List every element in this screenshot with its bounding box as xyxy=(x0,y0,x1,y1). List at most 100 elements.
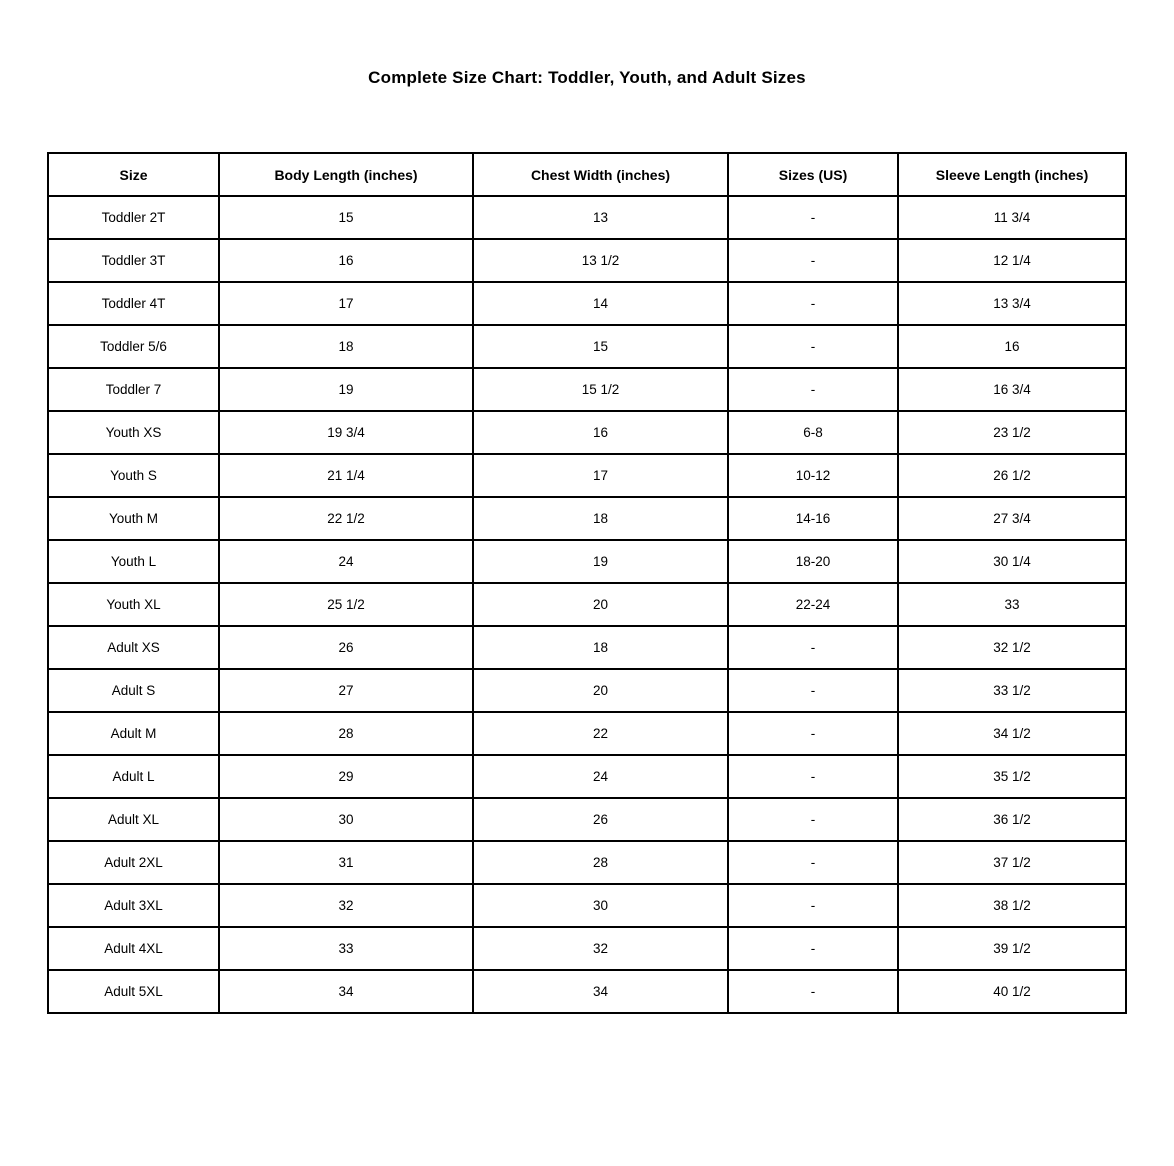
body-length-cell: 17 xyxy=(218,281,474,326)
chest-width-cell: 20 xyxy=(472,668,729,713)
sizes-us-cell: - xyxy=(727,367,899,412)
body-length-cell: 25 1/2 xyxy=(218,582,474,627)
sizes-us-cell: - xyxy=(727,711,899,756)
table-row: Youth L 24 19 18-20 30 1/4 xyxy=(47,539,1127,584)
size-cell: Adult 2XL xyxy=(47,840,220,885)
table-row: Youth XL 25 1/2 20 22-24 33 xyxy=(47,582,1127,627)
header-sleeve-length: Sleeve Length (inches) xyxy=(897,152,1127,197)
chest-width-cell: 22 xyxy=(472,711,729,756)
body-length-cell: 33 xyxy=(218,926,474,971)
sleeve-length-cell: 37 1/2 xyxy=(897,840,1127,885)
body-length-cell: 15 xyxy=(218,195,474,240)
table-row: Toddler 4T 17 14-13 3/4 xyxy=(47,281,1127,326)
chest-width-cell: 13 xyxy=(472,195,729,240)
body-length-cell: 28 xyxy=(218,711,474,756)
size-cell: Youth L xyxy=(47,539,220,584)
sleeve-length-cell: 23 1/2 xyxy=(897,410,1127,455)
table-row: Adult 2XL 31 28-37 1/2 xyxy=(47,840,1127,885)
body-length-cell: 19 3/4 xyxy=(218,410,474,455)
size-cell: Toddler 2T xyxy=(47,195,220,240)
sleeve-length-cell: 33 xyxy=(897,582,1127,627)
body-length-cell: 24 xyxy=(218,539,474,584)
chest-width-cell: 16 xyxy=(472,410,729,455)
sizes-us-cell: - xyxy=(727,625,899,670)
header-row: Size Body Length (inches) Chest Width (i… xyxy=(47,152,1127,197)
size-cell: Toddler 3T xyxy=(47,238,220,283)
chest-width-cell: 20 xyxy=(472,582,729,627)
size-cell: Adult 4XL xyxy=(47,926,220,971)
size-cell: Toddler 5/6 xyxy=(47,324,220,369)
sleeve-length-cell: 16 3/4 xyxy=(897,367,1127,412)
sleeve-length-cell: 38 1/2 xyxy=(897,883,1127,928)
header-sizes-us: Sizes (US) xyxy=(727,152,899,197)
chest-width-cell: 34 xyxy=(472,969,729,1014)
body-length-cell: 18 xyxy=(218,324,474,369)
page-title: Complete Size Chart: Toddler, Youth, and… xyxy=(368,68,806,87)
size-cell: Youth S xyxy=(47,453,220,498)
sizes-us-cell: - xyxy=(727,238,899,283)
sleeve-length-cell: 36 1/2 xyxy=(897,797,1127,842)
sleeve-length-cell: 32 1/2 xyxy=(897,625,1127,670)
size-cell: Adult XS xyxy=(47,625,220,670)
table-row: Adult 3XL 32 30-38 1/2 xyxy=(47,883,1127,928)
size-cell: Adult 3XL xyxy=(47,883,220,928)
table-row: Adult L 29 24-35 1/2 xyxy=(47,754,1127,799)
chest-width-cell: 28 xyxy=(472,840,729,885)
sizes-us-cell: 14-16 xyxy=(727,496,899,541)
table-row: Toddler 3T 16 13 1/2-12 1/4 xyxy=(47,238,1127,283)
sleeve-length-cell: 13 3/4 xyxy=(897,281,1127,326)
size-cell: Youth XS xyxy=(47,410,220,455)
chest-width-cell: 17 xyxy=(472,453,729,498)
sleeve-length-cell: 39 1/2 xyxy=(897,926,1127,971)
sizes-us-cell: - xyxy=(727,883,899,928)
chest-width-cell: 14 xyxy=(472,281,729,326)
sizes-us-cell: - xyxy=(727,195,899,240)
body-length-cell: 27 xyxy=(218,668,474,713)
chest-width-cell: 19 xyxy=(472,539,729,584)
sizes-us-cell: 10-12 xyxy=(727,453,899,498)
sizes-us-cell: 6-8 xyxy=(727,410,899,455)
chest-width-cell: 26 xyxy=(472,797,729,842)
table-row: Adult M 28 22-34 1/2 xyxy=(47,711,1127,756)
table-row: Toddler 7 19 15 1/2-16 3/4 xyxy=(47,367,1127,412)
sleeve-length-cell: 12 1/4 xyxy=(897,238,1127,283)
chest-width-cell: 24 xyxy=(472,754,729,799)
body-length-cell: 19 xyxy=(218,367,474,412)
sizes-us-cell: - xyxy=(727,754,899,799)
sleeve-length-cell: 30 1/4 xyxy=(897,539,1127,584)
sizes-us-cell: - xyxy=(727,324,899,369)
table-row: Youth XS 19 3/4 16 6-8 23 1/2 xyxy=(47,410,1127,455)
table-row: Adult S 27 20-33 1/2 xyxy=(47,668,1127,713)
chest-width-cell: 15 xyxy=(472,324,729,369)
size-cell: Adult 5XL xyxy=(47,969,220,1014)
sizes-us-cell: - xyxy=(727,926,899,971)
body-length-cell: 26 xyxy=(218,625,474,670)
sleeve-length-cell: 26 1/2 xyxy=(897,453,1127,498)
body-length-cell: 32 xyxy=(218,883,474,928)
table-row: Toddler 2T 15 13-11 3/4 xyxy=(47,195,1127,240)
body-length-cell: 22 1/2 xyxy=(218,496,474,541)
body-length-cell: 21 1/4 xyxy=(218,453,474,498)
chest-width-cell: 18 xyxy=(472,625,729,670)
body-length-cell: 16 xyxy=(218,238,474,283)
body-length-cell: 31 xyxy=(218,840,474,885)
sizes-us-cell: - xyxy=(727,668,899,713)
sleeve-length-cell: 16 xyxy=(897,324,1127,369)
size-cell: Adult L xyxy=(47,754,220,799)
sizes-us-cell: 22-24 xyxy=(727,582,899,627)
body-length-cell: 30 xyxy=(218,797,474,842)
table-row: Youth M 22 1/2 18 14-16 27 3/4 xyxy=(47,496,1127,541)
sizes-us-cell: 18-20 xyxy=(727,539,899,584)
chest-width-cell: 18 xyxy=(472,496,729,541)
sleeve-length-cell: 33 1/2 xyxy=(897,668,1127,713)
sizes-us-cell: - xyxy=(727,797,899,842)
size-cell: Youth XL xyxy=(47,582,220,627)
chest-width-cell: 13 1/2 xyxy=(472,238,729,283)
size-cell: Adult S xyxy=(47,668,220,713)
size-cell: Adult XL xyxy=(47,797,220,842)
table-body: Toddler 2T 15 13-11 3/4 Toddler 3T 16 13 1/2-… xyxy=(47,195,1127,1014)
body-length-cell: 34 xyxy=(218,969,474,1014)
chest-width-cell: 32 xyxy=(472,926,729,971)
chest-width-cell: 30 xyxy=(472,883,729,928)
